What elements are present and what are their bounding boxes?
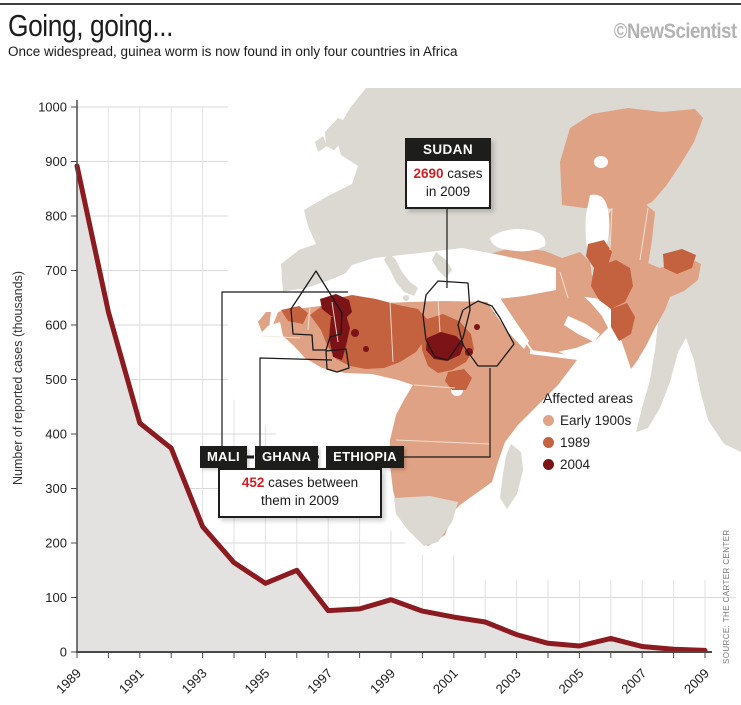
x-tick-label: 2009 <box>681 666 712 697</box>
ethiopia-outline <box>457 300 515 367</box>
west-cases-year: them in 2009 <box>260 493 340 509</box>
legend-swatch-early1900s-icon <box>543 415 554 426</box>
y-axis-title: Number of reported cases (thousands) <box>11 271 25 485</box>
y-tick-label: 700 <box>45 263 67 278</box>
label-ghana: GHANA <box>254 446 319 468</box>
sudan-cases-text: cases <box>443 166 483 181</box>
y-tick-label: 900 <box>45 154 67 169</box>
gulf-of-aden <box>529 350 579 360</box>
sudan-outline <box>422 280 471 361</box>
legend-item-early1900s: Early 1900s <box>543 413 633 428</box>
top-rule <box>0 3 741 5</box>
callout-sudan-body: 2690 cases in 2009 <box>405 161 491 210</box>
legend-label: 2004 <box>560 457 591 472</box>
page-title: Going, going... <box>8 8 174 43</box>
label-mali: MALI <box>200 446 247 468</box>
black-sea <box>490 229 546 252</box>
callout-west-body: 452 cases between them in 2009 <box>218 468 382 519</box>
legend-label: 1989 <box>560 435 591 450</box>
cases-line <box>74 163 708 653</box>
madagascar <box>500 444 523 509</box>
sicily <box>403 295 409 301</box>
y-tick-label: 1000 <box>38 100 67 115</box>
britain <box>325 118 348 150</box>
y-tick-label: 600 <box>45 318 67 333</box>
x-tick-label: 1999 <box>367 666 398 697</box>
y-tick-label: 200 <box>45 536 67 551</box>
west-cases-value: 452 <box>241 475 265 490</box>
source-credit: SOURCE: THE CARTER CENTER <box>722 529 731 664</box>
y-tick-label: 0 <box>60 645 67 660</box>
legend-label: Early 1900s <box>560 413 632 428</box>
legend-item-2004: 2004 <box>543 457 633 472</box>
callout-sudan: SUDAN 2690 cases in 2009 <box>405 138 491 210</box>
header: Going, going... ©NewScientist Once wides… <box>0 0 741 88</box>
sudan-cases-year: in 2009 <box>425 184 471 200</box>
x-tick-label: 1997 <box>304 666 335 697</box>
label-ethiopia: ETHIOPIA <box>326 446 404 468</box>
legend-swatch-1989-icon <box>543 437 554 448</box>
south-africa-unaffected <box>394 496 458 546</box>
callout-west-country-labels: MALI GHANA ETHIOPIA <box>200 446 412 468</box>
aral-sea <box>594 156 608 168</box>
legend-item-1989: 1989 <box>543 435 633 450</box>
y-tick-label: 300 <box>45 481 67 496</box>
area-fill <box>77 165 705 652</box>
sudan-cases-value: 2690 <box>413 166 444 181</box>
newscientist-logo: ©NewScientist <box>614 20 737 43</box>
legend-swatch-2004-icon <box>543 459 554 470</box>
centralasia-early1900s <box>560 108 703 212</box>
x-tick-label: 1989 <box>53 666 84 697</box>
x-tick-label: 2001 <box>430 666 461 697</box>
y-tick-label: 100 <box>45 590 67 605</box>
x-tick-label: 2003 <box>493 666 524 697</box>
y-tick-label: 400 <box>45 427 67 442</box>
legend-title: Affected areas <box>543 390 634 406</box>
x-tick-label: 1991 <box>116 666 147 697</box>
ireland <box>315 136 327 152</box>
map-legend: Affected areas Early 1900s 1989 2004 <box>543 390 633 479</box>
x-tick-label: 1995 <box>241 666 272 697</box>
y-tick-label: 800 <box>45 209 67 224</box>
x-tick-label: 2005 <box>555 666 586 697</box>
y-tick-label: 500 <box>45 372 67 387</box>
callout-sudan-title: SUDAN <box>405 138 491 161</box>
persian-gulf <box>564 316 600 342</box>
x-tick-label: 1993 <box>179 666 210 697</box>
red-sea <box>461 258 529 349</box>
italy <box>384 252 418 296</box>
x-tick-label: 2007 <box>618 666 649 697</box>
west-cases-text: cases between <box>264 475 359 490</box>
subtitle: Once widespread, guinea worm is now foun… <box>8 44 458 59</box>
